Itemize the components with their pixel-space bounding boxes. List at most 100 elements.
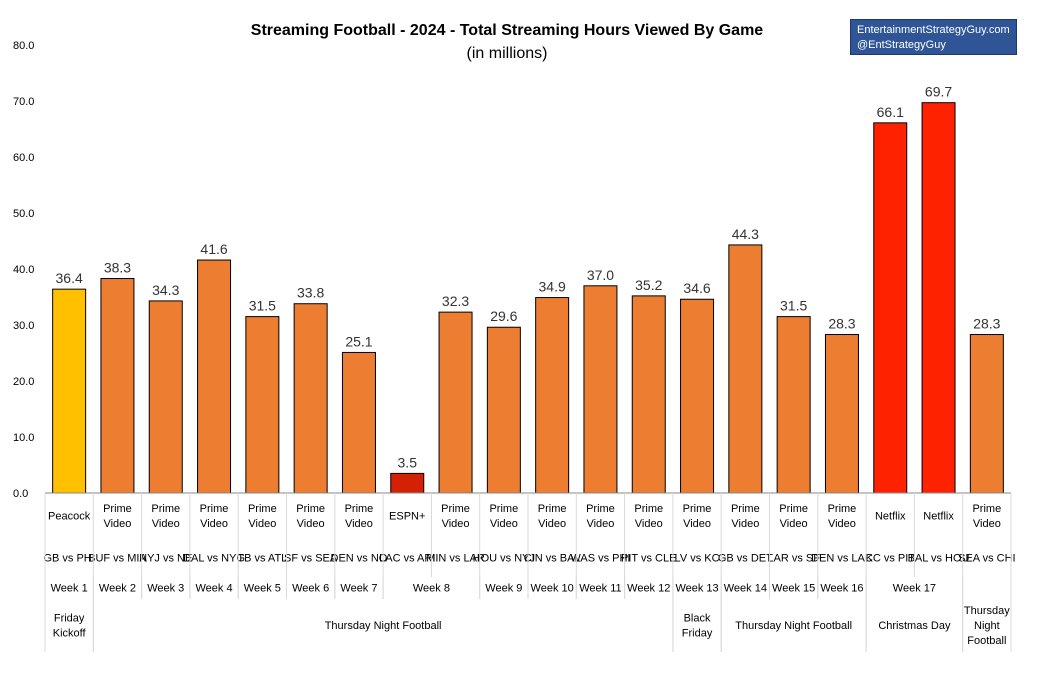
category-label: TB vs ATL <box>237 553 287 565</box>
category-label: Week 3 <box>147 583 184 595</box>
category-label: BUF vs MIA <box>88 553 147 565</box>
category-label: DAL vs NYG <box>183 553 245 565</box>
value-labels: 36.4 38.3 34.3 41.6 31.5 33.8 25.1 3.5 32.3 29.6 3… <box>56 84 1001 471</box>
category-label: Week 16 <box>820 583 863 595</box>
y-tick-label: 0.0 <box>13 488 28 500</box>
category-label: Week 14 <box>724 583 767 595</box>
y-tick-label: 70.0 <box>13 96 34 108</box>
category-label: Week 11 <box>579 583 621 595</box>
bar <box>100 278 135 494</box>
category-label: Week 9 <box>485 583 522 595</box>
category-label: BAL vs HOU <box>908 553 970 565</box>
bar <box>293 303 328 494</box>
category-label: Week 17 <box>893 583 936 595</box>
category-label: Peacock <box>48 511 91 523</box>
bar <box>52 288 87 494</box>
category-label: Week 2 <box>99 583 136 595</box>
category-label: Black Friday <box>682 613 713 640</box>
category-label: Prime Video <box>634 503 663 530</box>
data-label: 36.4 <box>56 270 83 286</box>
bar <box>438 311 473 494</box>
category-label: Netflix <box>923 511 954 523</box>
data-label: 34.9 <box>539 279 566 295</box>
bar <box>583 285 618 494</box>
y-tick-label: 80.0 <box>13 40 34 52</box>
category-label: SEA vs CHI <box>958 553 1015 565</box>
category-label: Prime Video <box>345 503 374 530</box>
bar <box>873 122 908 494</box>
bar <box>341 351 376 494</box>
bar <box>969 334 1004 494</box>
bars <box>45 102 1011 494</box>
category-label: Week 5 <box>244 583 281 595</box>
category-label: Prime Video <box>151 503 180 530</box>
category-label: Week 12 <box>627 583 670 595</box>
data-label: 28.3 <box>973 316 1000 332</box>
y-tick-label: 20.0 <box>13 376 34 388</box>
data-label: 66.1 <box>877 104 904 120</box>
category-label: LAR vs SF <box>767 553 820 565</box>
category-label: KC vs PIT <box>865 553 915 565</box>
category-label: Prime Video <box>779 503 808 530</box>
category-label: Week 10 <box>531 583 574 595</box>
category-label: LV vs KC <box>675 553 720 565</box>
category-label: MIN vs LAR <box>426 553 485 565</box>
bar <box>245 316 280 494</box>
y-tick-label: 60.0 <box>13 152 34 164</box>
y-axis: 0.0 10.0 20.0 30.0 40.0 50.0 60.0 70.0 80.0 <box>13 40 34 500</box>
category-label: Week 15 <box>772 583 815 595</box>
credit-website: EntertainmentStrategyGuy.com <box>857 24 1010 36</box>
category-label: Week 6 <box>292 583 329 595</box>
category-label: Week 7 <box>340 583 377 595</box>
category-label: Prime Video <box>972 503 1001 530</box>
category-label: WAS vs PHI <box>570 553 630 565</box>
data-label: 29.6 <box>490 308 517 324</box>
category-label: Prime Video <box>731 503 760 530</box>
y-tick-label: 30.0 <box>13 320 34 332</box>
category-label: Prime Video <box>586 503 615 530</box>
category-label: Prime Video <box>103 503 132 530</box>
category-label: Prime Video <box>538 503 567 530</box>
category-label: GB vs PHI <box>43 553 94 565</box>
chart-title: Streaming Football - 2024 - Total Stream… <box>251 22 764 39</box>
data-label: 34.6 <box>683 280 710 296</box>
bar <box>680 298 715 494</box>
category-label: SF vs SEA <box>284 553 338 565</box>
category-label: Prime Video <box>296 503 325 530</box>
category-label: ESPN+ <box>389 511 425 523</box>
category-label: Week 13 <box>675 583 718 595</box>
data-label: 31.5 <box>249 298 276 314</box>
category-label: Prime Video <box>248 503 277 530</box>
category-label: Prime Video <box>828 503 857 530</box>
bar <box>197 259 232 494</box>
bar <box>390 472 425 494</box>
data-label: 31.5 <box>780 298 807 314</box>
category-label: Week 8 <box>413 583 450 595</box>
category-label: Christmas Day <box>878 620 951 632</box>
bar <box>728 244 763 494</box>
data-label: 37.0 <box>587 267 614 283</box>
data-label: 34.3 <box>152 282 179 298</box>
category-label: Prime Video <box>200 503 229 530</box>
category-label: Prime Video <box>683 503 712 530</box>
data-label: 32.3 <box>442 293 469 309</box>
category-label: PIT vs CLE <box>621 553 676 565</box>
category-label: DEN vs LAC <box>811 553 873 565</box>
bar <box>148 300 183 494</box>
y-tick-label: 50.0 <box>13 208 34 220</box>
bar <box>486 326 521 494</box>
bar <box>776 316 811 494</box>
bar <box>631 295 666 494</box>
category-label: CIN vs BAL <box>524 553 581 565</box>
category-label: Prime Video <box>441 503 470 530</box>
category-label: Netflix <box>875 511 906 523</box>
category-label: Week 4 <box>196 583 233 595</box>
data-label: 28.3 <box>828 316 855 332</box>
category-label: Thursday Night Football <box>735 620 852 632</box>
category-label: LAC vs ARI <box>379 553 435 565</box>
category-label: Friday Kickoff <box>53 613 87 640</box>
category-label: DEN vs NO <box>331 553 388 565</box>
y-tick-label: 40.0 <box>13 264 34 276</box>
data-label: 3.5 <box>398 454 418 470</box>
